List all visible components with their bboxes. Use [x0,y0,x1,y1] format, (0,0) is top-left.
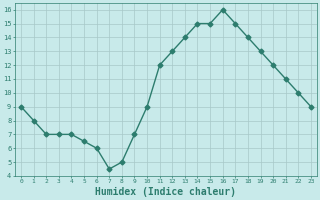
X-axis label: Humidex (Indice chaleur): Humidex (Indice chaleur) [95,187,236,197]
